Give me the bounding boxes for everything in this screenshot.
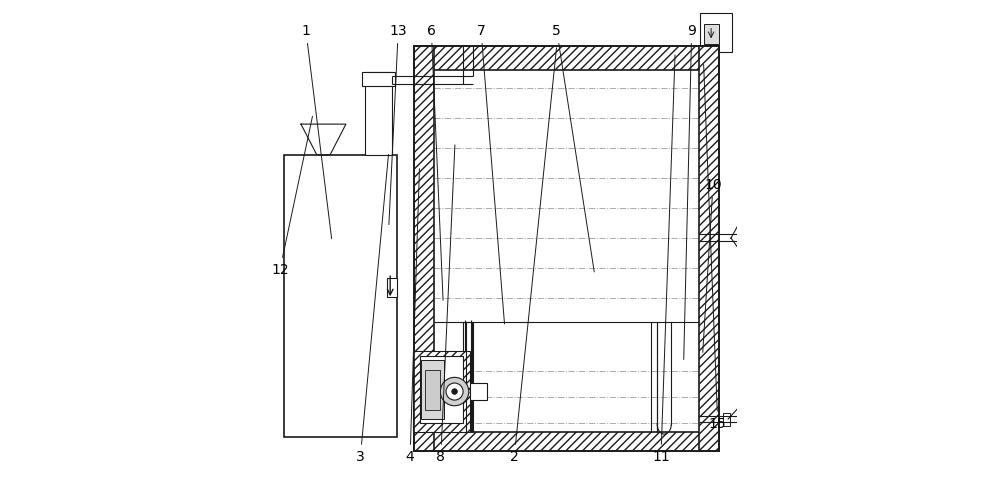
Text: 11: 11: [652, 55, 675, 464]
Bar: [414, 45, 434, 451]
Bar: [421, 360, 444, 419]
Circle shape: [440, 377, 469, 406]
Bar: [420, 355, 463, 423]
Bar: [700, 13, 732, 52]
Circle shape: [446, 383, 463, 400]
Bar: [723, 413, 730, 426]
Bar: [365, 72, 392, 155]
Text: 12: 12: [271, 116, 312, 277]
Text: 9: 9: [684, 24, 696, 359]
Bar: [387, 278, 397, 297]
Bar: [434, 70, 699, 432]
Bar: [284, 155, 397, 437]
Bar: [414, 45, 719, 451]
Bar: [425, 370, 440, 410]
Bar: [414, 45, 719, 70]
Text: 8: 8: [436, 145, 455, 464]
Bar: [470, 383, 487, 400]
Bar: [704, 24, 719, 44]
Bar: [699, 45, 719, 451]
Text: 5: 5: [552, 24, 594, 272]
Text: 15: 15: [704, 64, 727, 431]
Text: 10: 10: [703, 178, 722, 352]
Bar: [413, 351, 470, 432]
Text: 6: 6: [427, 24, 443, 300]
Bar: [414, 432, 719, 451]
Text: 3: 3: [356, 155, 389, 464]
Bar: [362, 72, 395, 86]
Text: 4: 4: [406, 169, 419, 464]
Text: 2: 2: [510, 48, 557, 464]
Circle shape: [452, 389, 457, 395]
Text: 1: 1: [301, 24, 332, 239]
Text: 7: 7: [477, 24, 505, 324]
Text: 13: 13: [389, 24, 407, 225]
